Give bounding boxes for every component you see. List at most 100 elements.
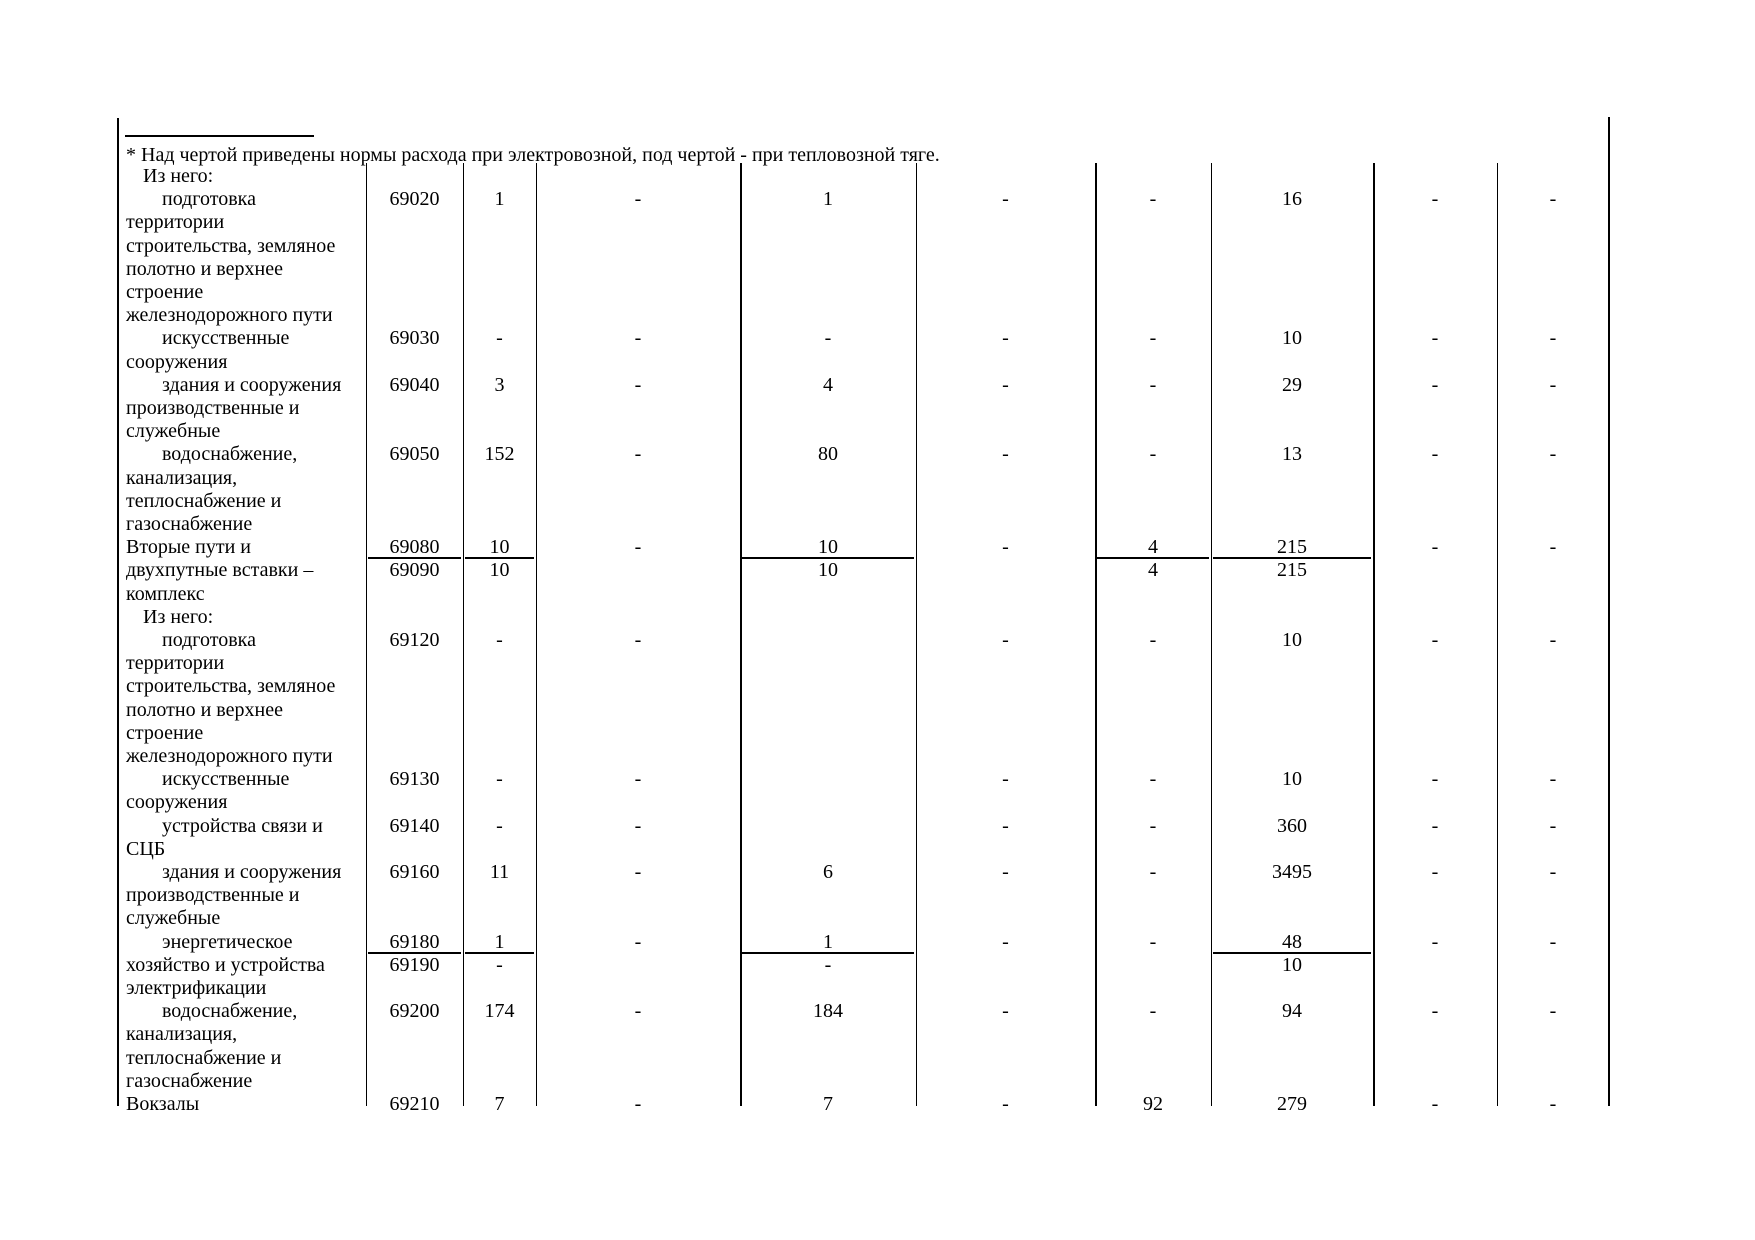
row-label-line: производственные и <box>126 397 300 419</box>
cell-c9: - <box>1431 1000 1439 1023</box>
cell-code-over-line-value: 69080 <box>368 536 461 560</box>
cell-c9: - <box>1431 629 1439 651</box>
table-row: водоснабжение, канализация, теплоснабжение… <box>0 1000 1755 1093</box>
table-row: Вокзалы 69210 7 - 7 - 92 279 - - <box>0 1093 1755 1116</box>
table-row: Из него: <box>0 165 1755 188</box>
row-label-line: Из него: <box>143 605 214 628</box>
row-label-line: хозяйство и устройства <box>126 953 325 976</box>
cell-c7-over-line-value: 4 <box>1097 536 1209 560</box>
cell-c5-under-line-value: 10 <box>818 559 838 582</box>
cell-c3: 174 <box>484 1000 515 1023</box>
cell-c8: 360 <box>1277 814 1307 837</box>
table-row: подготовка территории строительства, земля… <box>0 629 1755 768</box>
cell-c3-over-line-value: 10 <box>465 536 534 560</box>
cell-c6: - <box>1002 1093 1009 1115</box>
table-row: энергетическое хозяйство и устройства элек… <box>0 931 1755 1001</box>
cell-c8: 48 10 <box>1213 931 1371 977</box>
cell-c3: - <box>496 327 503 350</box>
cell-c5: 184 <box>813 1000 843 1023</box>
cell-c9: - <box>1431 327 1439 350</box>
row-label-line: теплоснабжение и <box>126 489 282 512</box>
table-column-line-8 <box>1373 163 1375 1106</box>
cell-c5: 10 10 <box>742 536 914 582</box>
cell-c3: - <box>496 768 503 791</box>
cell-c7-under-line-value: 4 <box>1148 559 1158 582</box>
cell-c5: 4 <box>823 373 833 396</box>
row-label: водоснабжение, канализация, теплоснабжение… <box>126 443 364 536</box>
cell-c3: 1- <box>465 931 534 977</box>
row-label: водоснабжение, канализация, теплоснабжение… <box>126 1000 364 1093</box>
row-label-line: строение <box>126 721 204 744</box>
cell-c7: - <box>1149 1000 1157 1023</box>
row-label: Вокзалы <box>126 1093 364 1116</box>
row-label-line: железнодорожного пути <box>126 745 333 768</box>
cell-code: 69180 69190 <box>368 931 461 977</box>
cell-c10: - <box>1549 536 1557 559</box>
row-label: Вторые пути и двухпутные вставки – комплек… <box>126 536 364 606</box>
cell-code: 69160 <box>389 861 440 883</box>
cell-c6: - <box>1002 373 1009 396</box>
cell-c10: - <box>1549 861 1557 883</box>
table-row: устройства связи и СЦБ 69140 - - - - 360 - - <box>0 815 1755 861</box>
cell-c5: 1 <box>823 188 833 211</box>
cell-c3: - <box>496 629 503 651</box>
row-label-line: энергетическое <box>162 930 293 953</box>
row-label-line: подготовка <box>162 629 256 651</box>
row-label-line: устройства связи и <box>162 814 323 837</box>
row-label-line: газоснабжение <box>126 1069 253 1092</box>
cell-code-over-line-value: 69180 <box>368 931 461 954</box>
table-column-line-7 <box>1211 163 1212 1106</box>
cell-c5: 6 <box>823 861 833 883</box>
cell-c3: - <box>496 814 503 837</box>
cell-code: 69020 <box>389 188 440 211</box>
row-label-line: канализация, <box>126 466 238 489</box>
cell-c10: - <box>1549 188 1557 211</box>
row-label-line: сооружения <box>126 791 228 814</box>
cell-c7: - <box>1149 188 1157 211</box>
cell-c7: - <box>1149 373 1157 396</box>
row-label-line: территории <box>126 652 225 675</box>
cell-c9: - <box>1431 373 1439 396</box>
cell-c8: 3495 <box>1272 861 1312 883</box>
footnote-separator-line <box>125 135 314 137</box>
cell-c6: - <box>1002 629 1009 651</box>
cell-c8-over-line-value: 215 <box>1213 536 1371 560</box>
cell-c8-under-line-value: 10 <box>1282 953 1302 976</box>
cell-c7: - <box>1149 443 1157 466</box>
row-label-line: двухпутные вставки – <box>126 559 314 582</box>
table-column-line-5 <box>916 163 917 1106</box>
cell-c8: 29 <box>1282 373 1302 396</box>
cell-c9: - <box>1431 861 1439 883</box>
cell-c4: - <box>634 629 642 651</box>
cell-c8-under-line-value: 215 <box>1277 559 1307 582</box>
cell-c6: - <box>1002 814 1009 837</box>
cell-c10: - <box>1549 443 1557 466</box>
row-label-line: производственные и <box>126 884 300 907</box>
cell-c9: - <box>1431 768 1439 791</box>
cell-c4: - <box>634 814 642 837</box>
row-label: искусственные сооружения <box>126 327 364 373</box>
row-label-line: полотно и верхнее <box>126 257 283 280</box>
row-label-line: электрификации <box>126 977 267 999</box>
row-label: подготовка территории строительства, земля… <box>126 188 364 327</box>
row-label-line: здания и сооружения <box>162 373 342 396</box>
cell-c10: - <box>1549 1093 1557 1115</box>
table-column-line-3 <box>536 163 537 1106</box>
cell-c4: - <box>634 188 642 211</box>
row-label-line: железнодорожного пути <box>126 304 333 327</box>
cell-c7: - <box>1149 861 1157 883</box>
cell-c6: - <box>1002 1000 1009 1023</box>
table-column-line-2 <box>463 163 464 1106</box>
cell-c7: - <box>1149 930 1157 953</box>
cell-c5-over-line-value: 1 <box>742 931 914 954</box>
cell-c5-under-line-value: - <box>824 953 832 976</box>
cell-c8: 13 <box>1282 443 1302 466</box>
row-label-line: искусственные <box>162 768 290 791</box>
cell-code: 69050 <box>389 443 440 466</box>
cell-c7: - <box>1149 814 1157 837</box>
cell-c4: - <box>634 536 642 559</box>
row-label: искусственные сооружения <box>126 768 364 814</box>
cell-c3-over-line-value: 1 <box>465 931 534 954</box>
cell-c5-over-line-value: 10 <box>742 536 914 560</box>
